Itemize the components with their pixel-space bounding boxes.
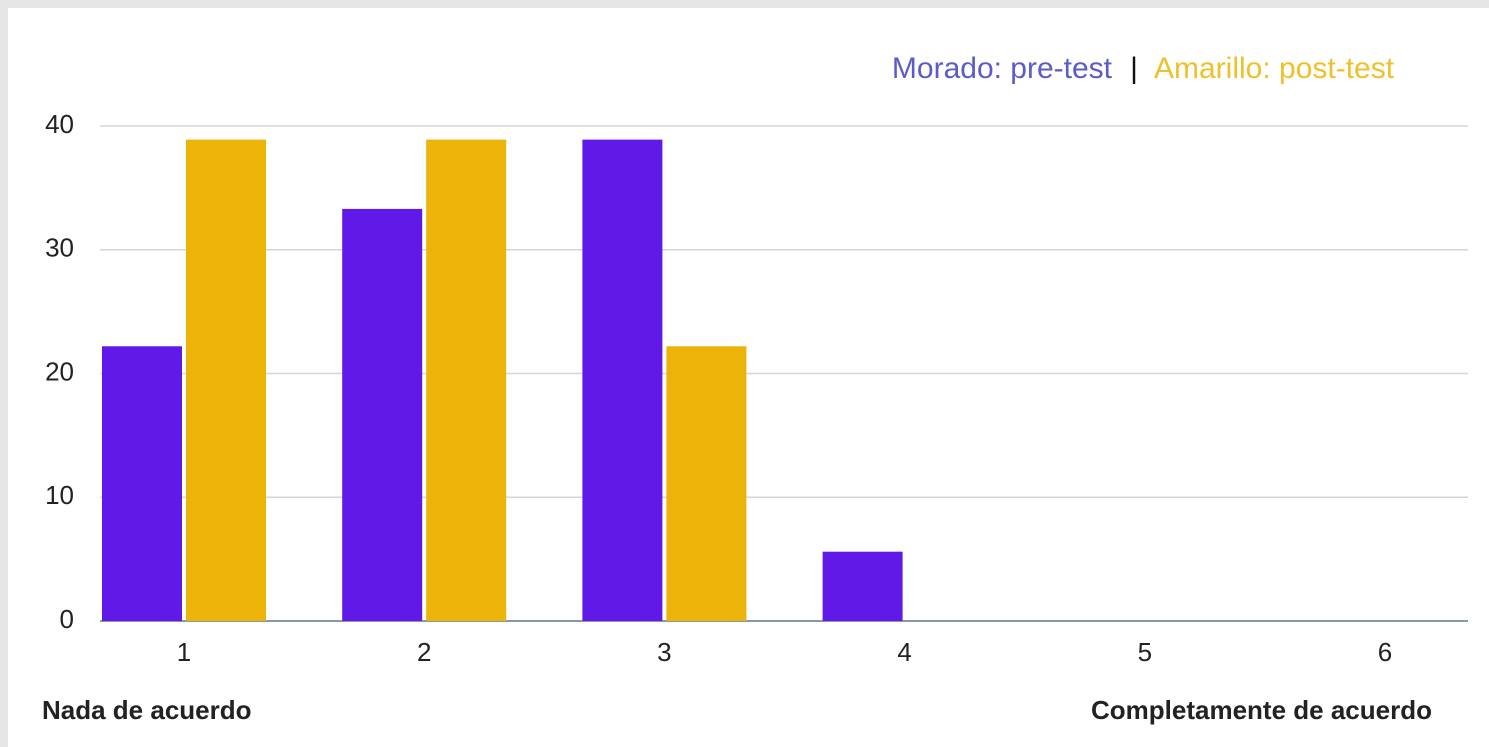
x-tick-label: 3 [657, 637, 671, 667]
bar [582, 139, 663, 622]
y-tick-label: 20 [45, 356, 74, 386]
bar [666, 346, 747, 621]
x-tick-label: 1 [177, 637, 191, 667]
y-tick-label: 10 [45, 480, 74, 510]
bar [186, 139, 266, 622]
legend-separator: | [1130, 52, 1138, 85]
bar [426, 139, 507, 622]
x-tick-label: 2 [417, 637, 431, 667]
y-tick-label: 30 [45, 233, 74, 263]
x-tick-label: 6 [1378, 637, 1392, 667]
bar [342, 208, 423, 621]
x-axis-label: Completamente de acuerdo [1091, 695, 1432, 725]
x-tick-label: 5 [1138, 637, 1152, 667]
y-tick-label: 40 [45, 109, 74, 139]
x-tick-label: 4 [897, 637, 911, 667]
legend-entry: Morado: pre-test [892, 52, 1113, 85]
x-axis-label: Nada de acuerdo [42, 695, 252, 725]
bar [102, 346, 182, 621]
y-tick-label: 0 [60, 604, 74, 634]
bar [822, 551, 903, 621]
legend-entry: Amarillo: post-test [1154, 52, 1395, 85]
